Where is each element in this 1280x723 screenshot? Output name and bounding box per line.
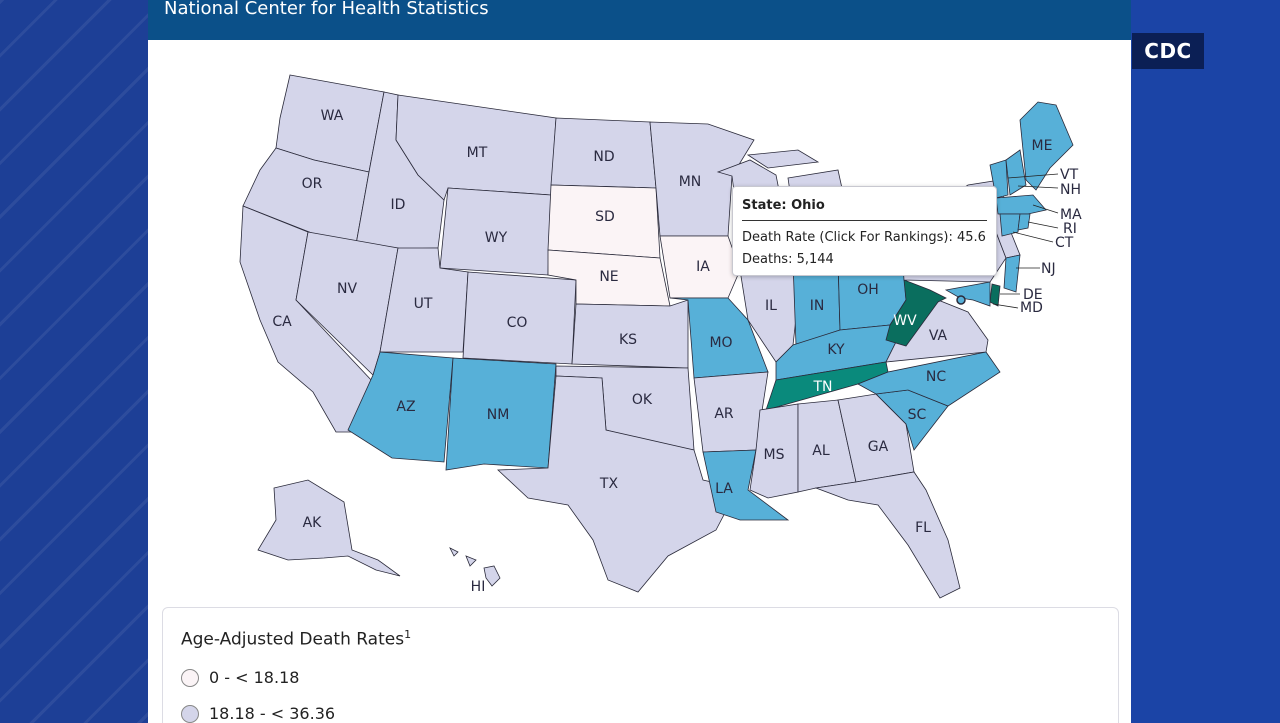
legend-swatch-icon <box>181 668 199 687</box>
label-WA: WA <box>321 108 344 124</box>
map-panel: National Center for Health Statistics <box>148 0 1131 723</box>
label-OK: OK <box>632 392 653 408</box>
label-VA: VA <box>929 328 948 344</box>
state-NH[interactable] <box>1005 149 1027 196</box>
label-WY: WY <box>485 230 508 246</box>
label-OR: OR <box>302 176 323 192</box>
label-AZ: AZ <box>396 399 415 415</box>
label-FL: FL <box>915 520 931 536</box>
state-CT[interactable] <box>999 213 1021 237</box>
dc-marker[interactable] <box>956 295 966 305</box>
cdc-badge: CDC <box>1132 33 1204 69</box>
legend: Age-Adjusted Death Rates1 0 - < 18.18 18… <box>162 607 1119 723</box>
label-IN: IN <box>810 298 825 314</box>
label-VT: VT <box>1060 167 1079 183</box>
tooltip-deaths: Deaths: 5,144 <box>742 252 834 267</box>
state-AK[interactable] <box>257 479 401 577</box>
background-right <box>1131 0 1280 723</box>
label-ME: ME <box>1032 138 1053 154</box>
label-NH: NH <box>1060 182 1081 198</box>
label-RI: RI <box>1063 221 1077 237</box>
label-AL: AL <box>812 443 830 459</box>
tooltip-divider <box>742 220 987 221</box>
label-MS: MS <box>764 447 785 463</box>
label-NC: NC <box>926 369 946 385</box>
legend-item-label: 18.18 - < 36.36 <box>209 704 336 723</box>
background-stripes <box>0 0 148 723</box>
state-RI[interactable] <box>1017 213 1031 231</box>
state-DE[interactable] <box>989 283 1001 307</box>
label-DE: DE <box>1023 287 1043 303</box>
label-KY: KY <box>827 342 845 358</box>
label-TN: TN <box>812 379 832 395</box>
label-CO: CO <box>507 315 528 331</box>
label-TX: TX <box>599 476 619 492</box>
state-MN[interactable] <box>649 121 755 237</box>
legend-title-text: Age-Adjusted Death Rates <box>181 629 405 650</box>
header-title: National Center for Health Statistics <box>164 0 489 19</box>
legend-title: Age-Adjusted Death Rates1 <box>181 628 411 650</box>
state-GA[interactable] <box>837 393 915 483</box>
leader-lines <box>992 173 1059 309</box>
label-AR: AR <box>714 406 734 422</box>
legend-swatch-icon <box>181 704 199 723</box>
us-map: WA OR CA ID NV MT WY UT AZ CO NM ND SD N… <box>239 74 1082 599</box>
label-HI: HI <box>471 579 486 595</box>
label-SD: SD <box>595 209 615 225</box>
label-MT: MT <box>467 145 488 161</box>
legend-item[interactable]: 0 - < 18.18 <box>181 668 299 687</box>
label-SC: SC <box>908 407 927 423</box>
legend-footnote: 1 <box>404 628 412 641</box>
state-TX[interactable] <box>497 375 739 593</box>
state-FL[interactable] <box>814 471 961 599</box>
tooltip-rate[interactable]: Death Rate (Click For Rankings): 45.6 <box>742 230 986 245</box>
state-MA[interactable] <box>995 194 1047 215</box>
state-NM[interactable] <box>445 357 557 471</box>
label-GA: GA <box>868 439 889 455</box>
label-MN: MN <box>679 174 702 190</box>
label-KS: KS <box>619 332 637 348</box>
label-NM: NM <box>487 407 510 423</box>
label-MD: MD <box>1020 300 1043 316</box>
state-tooltip: State: Ohio Death Rate (Click For Rankin… <box>732 186 997 276</box>
label-MA: MA <box>1060 207 1082 223</box>
label-ND: ND <box>593 149 614 165</box>
label-UT: UT <box>414 296 433 312</box>
label-WV: WV <box>893 313 917 329</box>
label-IA: IA <box>696 259 710 275</box>
state-NC[interactable] <box>857 351 1001 407</box>
state-KS[interactable] <box>571 299 689 369</box>
label-OH: OH <box>857 282 879 298</box>
state-ME[interactable] <box>1019 101 1074 191</box>
state-IA[interactable] <box>659 235 741 299</box>
legend-item-label: 0 - < 18.18 <box>209 668 300 687</box>
state-MD[interactable] <box>944 281 991 307</box>
state-NJ[interactable] <box>1003 254 1021 293</box>
label-IL: IL <box>765 298 777 314</box>
state-HI[interactable] <box>449 547 501 587</box>
label-NJ: NJ <box>1041 261 1056 277</box>
label-NE: NE <box>599 269 618 285</box>
label-AK: AK <box>303 515 323 531</box>
label-NV: NV <box>337 281 357 297</box>
label-ID: ID <box>391 197 406 213</box>
label-MO: MO <box>709 335 732 351</box>
legend-item[interactable]: 18.18 - < 36.36 <box>181 704 335 723</box>
label-CA: CA <box>272 314 292 330</box>
label-CT: CT <box>1055 235 1074 251</box>
panel-header: National Center for Health Statistics <box>148 0 1131 40</box>
tooltip-title: State: Ohio <box>742 198 825 213</box>
state-WV[interactable] <box>885 279 947 347</box>
label-LA: LA <box>715 481 733 497</box>
